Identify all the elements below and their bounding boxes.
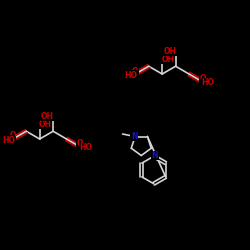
Text: O: O <box>132 66 138 76</box>
Text: HO: HO <box>79 143 92 152</box>
Text: HO: HO <box>124 71 137 80</box>
Text: OH: OH <box>161 54 174 64</box>
Text: OH: OH <box>41 112 54 121</box>
Text: N: N <box>152 151 158 160</box>
Text: O: O <box>10 132 16 140</box>
Text: O: O <box>199 74 206 83</box>
Text: OH: OH <box>39 120 52 128</box>
Text: N: N <box>131 132 137 140</box>
Text: HO: HO <box>2 136 15 145</box>
Text: OH: OH <box>164 47 176 56</box>
Text: O: O <box>77 139 83 148</box>
Text: HO: HO <box>202 78 214 87</box>
